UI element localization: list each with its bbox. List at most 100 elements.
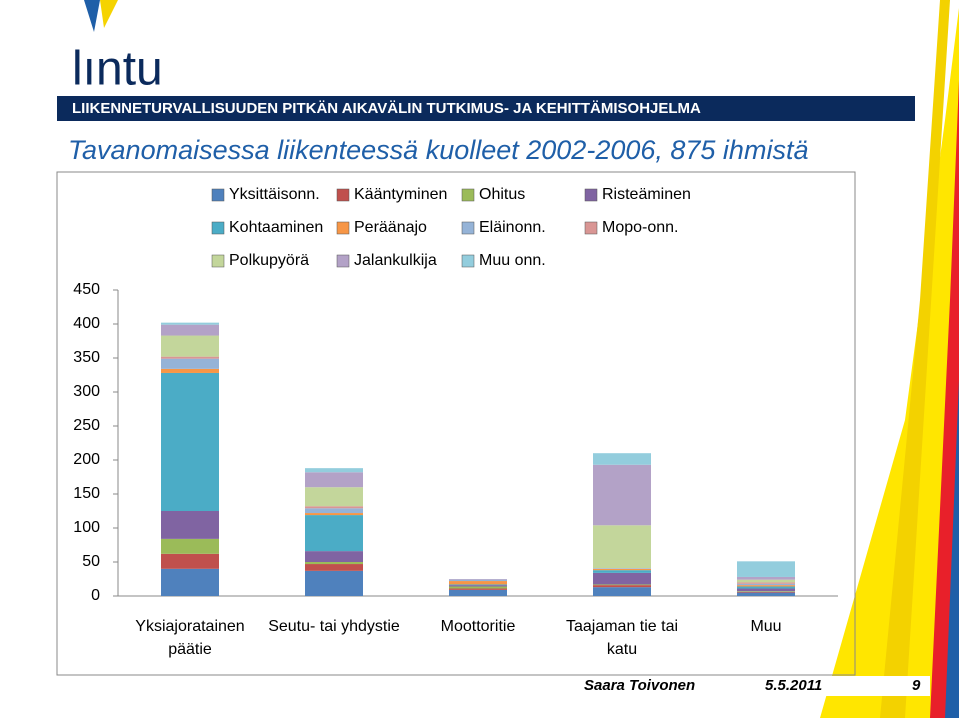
bar-segment [305,468,363,473]
y-tick-label: 200 [73,451,100,468]
legend-swatch [584,188,598,202]
legend-label: Kohtaaminen [229,219,323,236]
legend-label: Yksittäisonn. [229,186,320,203]
stripe [945,380,959,718]
y-tick-label: 150 [73,485,100,502]
y-tick-label: 450 [73,281,100,298]
bar-segment [593,572,651,585]
bar-segment [305,513,363,516]
bar-segment [305,508,363,514]
y-tick-label: 400 [73,315,100,332]
bar-segment [161,511,219,539]
y-tick-label: 50 [82,553,100,570]
bar-segment [305,564,363,571]
legend-swatch [336,221,350,235]
bar-segment [593,453,651,465]
x-tick-label: Muu [750,618,782,635]
bar-segment [737,586,795,589]
x-tick-label: Moottoritie [440,618,516,635]
legend-label: Ohitus [479,186,525,203]
logo-shape [100,0,118,28]
bar-segment [305,570,363,596]
bar-segment [593,464,651,526]
footer-page: 9 [912,677,921,694]
stripe [880,0,950,718]
bar-segment [449,585,507,587]
legend-label: Muu onn. [479,252,546,269]
bar-segment [161,368,219,373]
legend-label: Peräänajo [354,219,427,236]
legend-label: Polkupyörä [229,252,309,269]
legend-swatch [461,254,475,268]
bar-segment [593,568,651,569]
bar-segment [305,472,363,488]
bar-segment [449,588,507,590]
bar-segment [737,591,795,592]
logo-shape [84,0,100,32]
bar-segment [593,585,651,588]
x-tick-label: Taajaman tie tai katu [565,618,679,658]
bar-segment [593,568,651,571]
footer-author: Saara Toivonen [584,677,695,694]
bar-segment [449,584,507,586]
bar-segment [161,568,219,596]
y-tick-label: 300 [73,383,100,400]
y-tick-label: 100 [73,519,100,536]
bar-segment [449,579,507,580]
chart-border [56,171,856,676]
bar-segment [161,538,219,554]
legend-swatch [336,254,350,268]
bar-segment [593,570,651,573]
bar-segment [593,525,651,569]
bar-segment [305,562,363,565]
legend-swatch [336,188,350,202]
stripe [820,8,959,718]
bar-segment [305,515,363,552]
bar-segment [305,487,363,507]
legend-label: Kääntyminen [354,186,447,203]
footer-date: 5.5.2011 [765,677,822,694]
bar-segment [449,579,507,582]
banner-text: LIIKENNETURVALLISUUDEN PITKÄN AIKAVÄLIN … [72,100,701,117]
bar-segment [737,588,795,592]
footer-bg [790,676,930,696]
legend-swatch [211,221,225,235]
bar-segment [161,324,219,336]
bar-segment [161,553,219,569]
legend-label: Eläinonn. [479,219,546,236]
legend-swatch [584,221,598,235]
x-tick-label: Yksiajoratainen päätie [135,618,245,658]
bar-segment [449,589,507,596]
bar-segment [737,583,795,586]
bar-segment [305,506,363,509]
legend-swatch [461,221,475,235]
bar-segment [161,322,219,325]
bar-segment [161,358,219,369]
bar-segment [737,579,795,583]
legend-swatch [211,188,225,202]
legend-label: Jalankulkija [354,252,437,269]
bar-segment [737,576,795,580]
chart-title: Tavanomaisessa liikenteessä kuolleet 200… [68,135,808,165]
bar-segment [737,591,795,593]
y-tick-label: 350 [73,349,100,366]
bar-segment [593,587,651,596]
logo: lıntu [72,43,163,96]
bar-segment [305,551,363,562]
legend-swatch [211,254,225,268]
bar-segment [737,592,795,596]
bar-segment [161,356,219,359]
legend-label: Risteäminen [602,186,691,203]
bar-segment [593,584,651,586]
bar-segment [161,335,219,357]
legend-swatch [461,188,475,202]
banner [57,96,915,121]
x-tick-label: Seutu- tai yhdystie [268,618,400,635]
legend-label: Mopo-onn. [602,219,679,236]
bar-segment [161,372,219,511]
bar-segment [737,585,795,587]
y-tick-label: 0 [91,587,100,604]
bar-segment [449,586,507,589]
bar-segment [737,582,795,584]
